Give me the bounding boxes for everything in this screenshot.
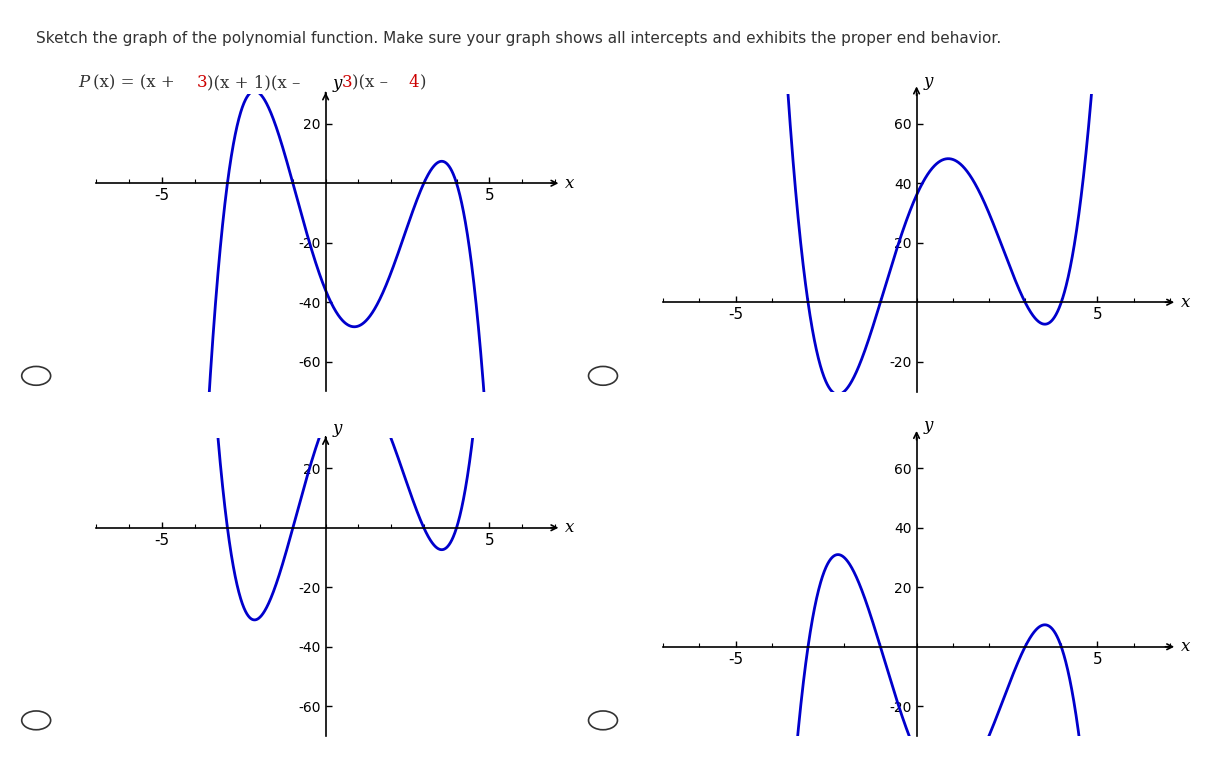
Text: )(x + 1)(x –: )(x + 1)(x – bbox=[207, 74, 306, 92]
Text: y: y bbox=[924, 417, 933, 435]
Text: 4: 4 bbox=[409, 74, 420, 92]
Text: )(x –: )(x – bbox=[352, 74, 393, 92]
Text: Sketch the graph of the polynomial function. Make sure your graph shows all inte: Sketch the graph of the polynomial funct… bbox=[36, 31, 1001, 46]
Text: x: x bbox=[564, 519, 574, 536]
Text: (x) = (x +: (x) = (x + bbox=[93, 74, 180, 92]
Text: x: x bbox=[564, 175, 574, 192]
Text: 3: 3 bbox=[341, 74, 352, 92]
Text: 3: 3 bbox=[197, 74, 207, 92]
Text: y: y bbox=[332, 75, 341, 92]
Text: ): ) bbox=[420, 74, 426, 92]
Text: y: y bbox=[332, 420, 341, 437]
Text: x: x bbox=[1181, 638, 1190, 655]
Text: y: y bbox=[924, 73, 933, 90]
Text: x: x bbox=[1181, 294, 1190, 311]
Text: P: P bbox=[78, 74, 89, 92]
